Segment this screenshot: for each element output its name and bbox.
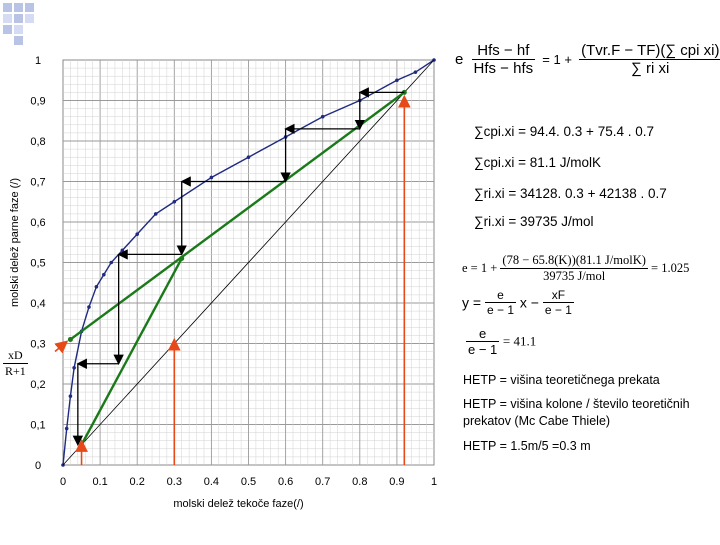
slope-equation: e e − 1 = 41.1 bbox=[466, 326, 536, 357]
y-tick-label: 0,9 bbox=[30, 96, 45, 108]
heat-denominator: ∑ ri xi bbox=[631, 60, 670, 77]
equilibrium-point bbox=[413, 70, 418, 74]
x-tick-label: 1 bbox=[431, 476, 437, 488]
stripping-end-point bbox=[179, 255, 185, 261]
x-tick-label: 0.9 bbox=[389, 476, 404, 488]
chart-svg: 0 0.1 0.2 0.3 0.4 0.5 0.6 0.7 0.8 0.9 1 0 0,1 0,2 0,3 0… bbox=[9, 55, 437, 510]
equilibrium-point bbox=[120, 248, 125, 253]
equilibrium-point bbox=[109, 260, 114, 265]
enthalpy-fraction: Hfs − hf Hfs − hfs bbox=[471, 42, 536, 77]
slope-fraction: e e − 1 bbox=[466, 326, 500, 357]
enthalpy-denominator: Hfs − hfs bbox=[473, 60, 534, 77]
x-tick-label: 0.4 bbox=[204, 476, 219, 488]
q-line-coef2-den: e − 1 bbox=[544, 303, 572, 317]
q-line-coef1-num: e bbox=[484, 288, 516, 303]
x-axis-label: molski delež tekoče faze(/) bbox=[173, 498, 303, 510]
y-tick-label: 0,6 bbox=[30, 217, 45, 229]
y-tick-label: 0,8 bbox=[30, 136, 45, 148]
x-tick-label: 0 bbox=[60, 476, 66, 488]
equilibrium-point bbox=[72, 366, 76, 370]
e-calc-result: = 1.025 bbox=[651, 261, 690, 275]
slope-denominator: e − 1 bbox=[468, 342, 498, 357]
hetp-line-3: HETP = 1.5m/5 =0.3 m bbox=[463, 439, 591, 453]
calc-line-2: ∑cpi.xi = 81.1 J/molK bbox=[474, 155, 602, 170]
y-tick-label: 1 bbox=[35, 55, 41, 67]
y-tick-label: 0,2 bbox=[30, 379, 45, 391]
y-axis-label: molski delež parne faze (/) bbox=[9, 178, 21, 307]
q-line-x: x − bbox=[519, 294, 539, 311]
e-calc-lhs: e = 1 + bbox=[462, 261, 498, 275]
equilibrium-point bbox=[87, 305, 91, 309]
x-tick-label: 0.7 bbox=[315, 476, 330, 488]
equilibrium-point bbox=[153, 212, 158, 216]
intercept-numerator: xD bbox=[3, 348, 28, 364]
slope-numerator: e bbox=[466, 326, 500, 342]
y-tick-label: 0,7 bbox=[30, 177, 45, 189]
x-tick-label: 0.5 bbox=[241, 476, 256, 488]
equation-one-plus: = 1 + bbox=[542, 52, 572, 67]
series-stripping bbox=[80, 257, 183, 446]
intercept-denominator: R+1 bbox=[5, 364, 26, 378]
e-calc-fraction: (78 − 65.8(K))(81.1 J/molK) 39735 J/mol bbox=[500, 253, 648, 284]
equilibrium-point bbox=[102, 272, 106, 277]
x-tick-label: 0.2 bbox=[130, 476, 145, 488]
calc-line-3: ∑ri.xi = 34128. 0.3 + 42138 . 0.7 bbox=[474, 186, 667, 201]
equilibrium-point bbox=[320, 114, 325, 119]
x-tick-label: 0.8 bbox=[352, 476, 367, 488]
q-line-coef2: xF e − 1 bbox=[542, 288, 574, 317]
intercept-fraction: xD R+1 bbox=[3, 348, 28, 379]
equilibrium-point bbox=[135, 232, 139, 236]
e-calc-denominator: 39735 J/mol bbox=[543, 269, 606, 283]
equilibrium-point bbox=[172, 199, 177, 204]
series-diagonal bbox=[62, 59, 435, 466]
q-line-y: y = bbox=[462, 294, 482, 311]
equilibrium-point bbox=[209, 175, 214, 180]
intercept-marker-arrow bbox=[54, 340, 69, 354]
main-equation: e Hfs − hf Hfs − hfs = 1 + (Tvr.F − TF)(… bbox=[455, 42, 720, 77]
q-line-equation: y = e e − 1 x − xF e − 1 bbox=[462, 288, 574, 317]
x-tick-label: 0.3 bbox=[167, 476, 182, 488]
equilibrium-point bbox=[64, 426, 69, 431]
y-tick-label: 0,4 bbox=[30, 298, 45, 310]
y-tick-label: 0,1 bbox=[30, 420, 45, 432]
hetp-line-2: HETP = višina kolone / število teoretičn… bbox=[463, 397, 690, 428]
equilibrium-point bbox=[94, 285, 99, 289]
q-line-coef2-num: xF bbox=[542, 288, 574, 303]
y-tick-label: 0,5 bbox=[30, 258, 45, 270]
calc-line-4: ∑ri.xi = 39735 J/mol bbox=[474, 214, 594, 229]
q-line-coef1: e e − 1 bbox=[484, 288, 516, 317]
enthalpy-numerator: Hfs − hf bbox=[471, 42, 536, 60]
slope-result: = 41.1 bbox=[502, 333, 537, 349]
intercept-label: xD R+1 bbox=[3, 348, 28, 379]
x-tick-label: 0.1 bbox=[92, 476, 107, 488]
series-rectifying bbox=[69, 91, 406, 341]
equilibrium-point bbox=[395, 78, 399, 83]
hetp-line-1: HETP = višina teoretičnega prekata bbox=[463, 373, 660, 387]
equation-lhs: e bbox=[455, 51, 464, 68]
equilibrium-point bbox=[246, 155, 251, 159]
q-line-coef1-den: e − 1 bbox=[486, 303, 514, 317]
x-tick-label: 0.6 bbox=[278, 476, 293, 488]
heat-fraction: (Tvr.F − TF)(∑ cpi xi) ∑ ri xi bbox=[579, 42, 720, 77]
corner-decoration bbox=[0, 0, 60, 50]
y-tick-label: 0,3 bbox=[30, 339, 45, 351]
equilibrium-point bbox=[68, 394, 73, 398]
y-tick-label: 0 bbox=[35, 460, 41, 472]
rectifying-end-point bbox=[67, 336, 73, 342]
calc-line-1: ∑cpi.xi = 94.4. 0.3 + 75.4 . 0.7 bbox=[474, 124, 654, 139]
e-calculation: e = 1 + (78 − 65.8(K))(81.1 J/molK) 3973… bbox=[462, 253, 689, 284]
heat-numerator: (Tvr.F − TF)(∑ cpi xi) bbox=[579, 42, 720, 60]
mccabe-thiele-chart: 0 0.1 0.2 0.3 0.4 0.5 0.6 0.7 0.8 0.9 1 0 0,1 0,2 0,3 0… bbox=[0, 40, 460, 540]
e-calc-numerator: (78 − 65.8(K))(81.1 J/molK) bbox=[500, 253, 648, 269]
